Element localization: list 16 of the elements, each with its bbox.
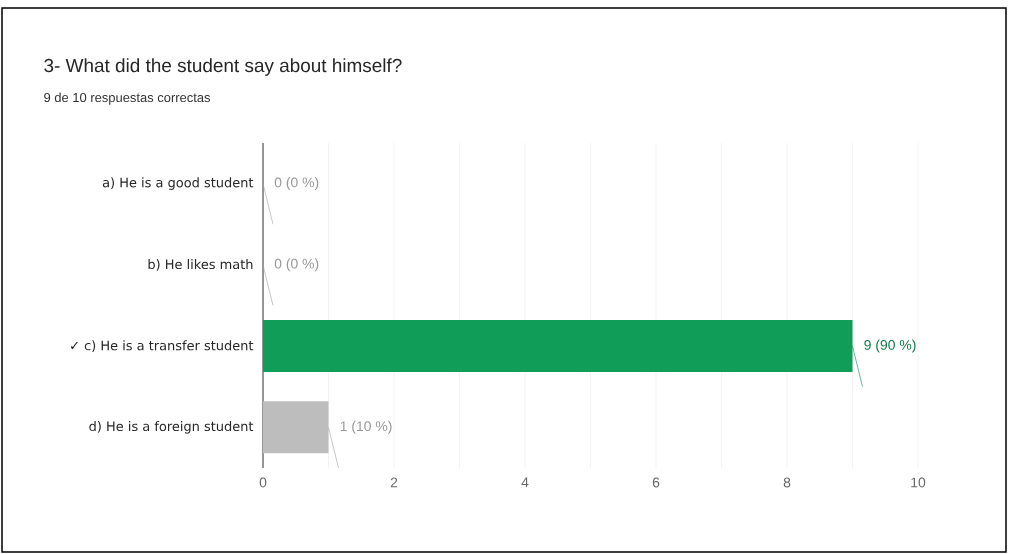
- text: 9 de 10 respuestas correctas: [44, 92, 211, 105]
- x-tick-label: 10: [911, 477, 926, 488]
- data-label: 0 (0 %): [274, 258, 319, 272]
- data-label: 9 (90 %): [864, 339, 916, 353]
- y-tick-label: b) He likes math: [148, 259, 253, 271]
- y-tick-label: ✓ c) He is a transfer student: [71, 340, 254, 352]
- x-tick-label: 6: [652, 477, 660, 488]
- y-tick-label: d) He is a foreign student: [89, 421, 254, 434]
- x-tick-label: 0: [259, 477, 267, 488]
- chart-title: 3- What did the student say about himself?: [44, 58, 402, 76]
- x-tick-label: 8: [783, 477, 791, 488]
- data-label: 0 (0 %): [274, 177, 319, 191]
- x-tick-label: 4: [521, 477, 529, 488]
- y-tick-label: a) He is a good student: [102, 177, 254, 190]
- x-tick-label: 2: [390, 477, 398, 488]
- data-label: 1 (10 %): [340, 420, 392, 434]
